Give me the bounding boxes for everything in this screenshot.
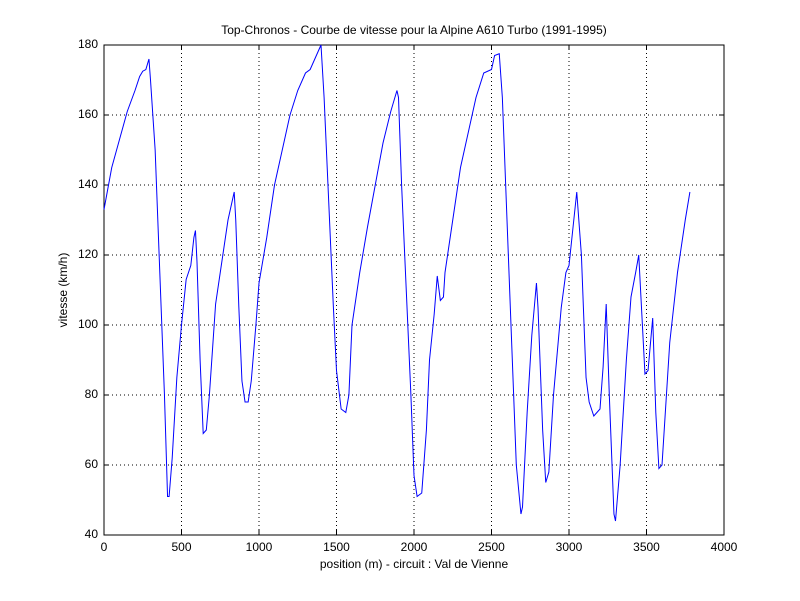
y-tick-label: 160: [78, 107, 98, 121]
y-axis-label: vitesse (km/h): [56, 253, 70, 328]
x-tick-label: 2000: [401, 540, 428, 554]
y-tick-label: 40: [85, 527, 99, 541]
y-tick-label: 180: [78, 37, 98, 51]
x-tick-label: 0: [101, 540, 108, 554]
x-tick-label: 3500: [633, 540, 660, 554]
y-tick-label: 80: [85, 387, 99, 401]
chart-title: Top-Chronos - Courbe de vitesse pour la …: [221, 23, 607, 37]
y-tick-label: 120: [78, 247, 98, 261]
x-axis-label: position (m) - circuit : Val de Vienne: [320, 557, 509, 571]
x-tick-label: 2500: [478, 540, 505, 554]
y-tick-label: 100: [78, 317, 98, 331]
x-tick-label: 1500: [323, 540, 350, 554]
y-tick-label: 140: [78, 177, 98, 191]
x-tick-label: 3000: [556, 540, 583, 554]
speed-line: [103, 44, 691, 522]
x-tick-label: 500: [171, 540, 191, 554]
x-tick-label: 4000: [711, 540, 738, 554]
x-tick-label: 1000: [246, 540, 273, 554]
y-tick-label: 60: [85, 457, 99, 471]
